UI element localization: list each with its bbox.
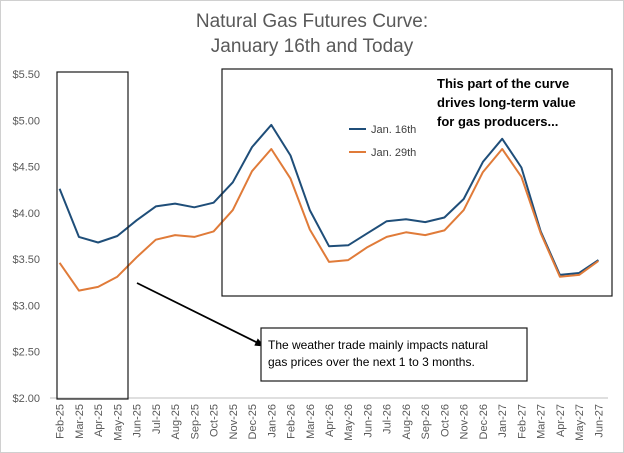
x-tick-label: Mar-26: [305, 404, 317, 439]
x-axis: Feb-25 Mar-25 Apr-25 May-25 Jun-25 Jul-25 Aug-…: [55, 404, 606, 441]
x-tick-label: Nov-26: [459, 404, 471, 439]
near-term-highlight-box: [56, 71, 129, 400]
y-tick-label: $4.00: [12, 208, 40, 220]
x-tick-label: Jul-26: [382, 404, 394, 434]
legend-label-jan-16: Jan. 16th: [371, 124, 416, 136]
x-tick-label: Sep-25: [189, 404, 201, 439]
x-tick-label: Apr-25: [93, 404, 105, 437]
x-tick-label: Nov-25: [228, 404, 240, 439]
x-tick-label: Jun-27: [593, 404, 605, 438]
x-tick-label: Jun-25: [132, 404, 144, 438]
x-tick-label: Feb-25: [55, 404, 67, 439]
long-term-note-line-2: drives long-term value: [437, 95, 576, 110]
x-tick-label: Jun-26: [362, 404, 374, 438]
x-tick-label: May-27: [574, 404, 586, 441]
long-term-note-line-1: This part of the curve: [437, 76, 569, 91]
x-tick-label: Mar-25: [74, 404, 86, 439]
x-tick-label: Feb-26: [286, 404, 298, 439]
x-tick-label: Dec-26: [478, 404, 490, 439]
long-term-note-line-3: for gas producers...: [437, 114, 558, 129]
y-tick-label: $3.50: [12, 254, 40, 266]
legend: Jan. 16th Jan. 29th: [349, 124, 416, 159]
long-term-highlight-box: [221, 68, 613, 297]
x-tick-label: Oct-25: [209, 404, 221, 437]
x-tick-label: Jul-25: [151, 404, 163, 434]
weather-arrow: [136, 282, 265, 347]
y-tick-label: $4.50: [12, 162, 40, 174]
y-tick-label: $3.00: [12, 300, 40, 312]
weather-note-box: [260, 327, 528, 382]
x-tick-label: May-26: [343, 404, 355, 441]
x-tick-label: Feb-27: [516, 404, 528, 439]
y-axis: $2.00 $2.50 $3.00 $3.50 $4.00 $4.50 $5.00 $5.50: [12, 69, 40, 405]
x-tick-label: Oct-26: [439, 404, 451, 437]
y-tick-label: $5.00: [12, 115, 40, 127]
x-tick-label: Sep-26: [420, 404, 432, 439]
y-tick-label: $2.00: [12, 393, 40, 405]
y-tick-label: $2.50: [12, 347, 40, 359]
series-line-jan-16: [58, 123, 599, 276]
chart-title: Natural Gas Futures Curve:: [196, 11, 428, 32]
x-tick-label: Mar-27: [536, 404, 548, 439]
x-tick-label: Dec-25: [247, 404, 259, 439]
x-tick-label: May-25: [112, 404, 124, 441]
x-tick-label: Jan-27: [497, 404, 509, 438]
x-tick-label: Apr-26: [324, 404, 336, 437]
y-tick-label: $5.50: [12, 69, 40, 81]
series-layer: [58, 123, 599, 292]
x-tick-label: Aug-26: [401, 404, 413, 439]
x-tick-label: Apr-27: [555, 404, 567, 437]
chart-subtitle: January 16th and Today: [211, 36, 414, 57]
legend-label-jan-29: Jan. 29th: [371, 147, 416, 159]
x-tick-label: Jan-26: [266, 404, 278, 438]
weather-note-line-1: The weather trade mainly impacts natural: [268, 338, 488, 352]
weather-note-line-2: gas prices over the next 1 to 3 months.: [268, 355, 475, 369]
x-tick-label: Aug-25: [170, 404, 182, 439]
series-line-jan-29: [58, 148, 599, 292]
